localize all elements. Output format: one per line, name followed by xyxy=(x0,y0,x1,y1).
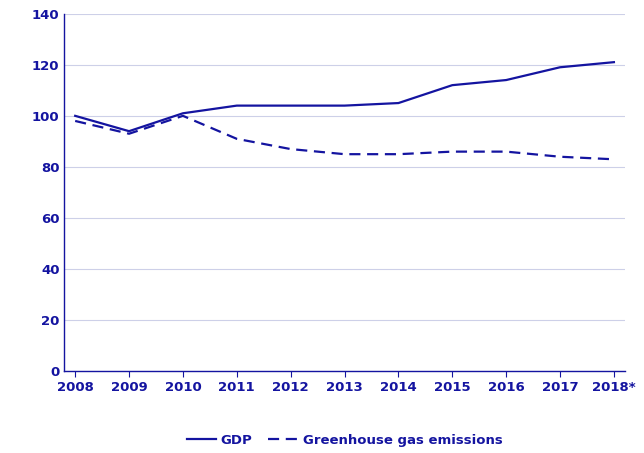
GDP xyxy=(287,103,294,108)
Greenhouse gas emissions xyxy=(179,113,187,119)
Greenhouse gas emissions xyxy=(610,157,618,162)
Line: Greenhouse gas emissions: Greenhouse gas emissions xyxy=(75,116,614,159)
GDP xyxy=(448,82,456,88)
GDP xyxy=(556,65,564,70)
GDP xyxy=(341,103,348,108)
GDP xyxy=(233,103,241,108)
Line: GDP: GDP xyxy=(75,62,614,131)
Legend: GDP, Greenhouse gas emissions: GDP, Greenhouse gas emissions xyxy=(182,428,507,452)
GDP xyxy=(125,129,133,134)
GDP xyxy=(71,113,79,119)
Greenhouse gas emissions xyxy=(556,154,564,159)
Greenhouse gas emissions xyxy=(341,151,348,157)
GDP xyxy=(610,59,618,65)
GDP xyxy=(179,111,187,116)
Greenhouse gas emissions xyxy=(125,131,133,136)
Greenhouse gas emissions xyxy=(395,151,402,157)
Greenhouse gas emissions xyxy=(502,149,510,154)
GDP xyxy=(395,101,402,106)
Greenhouse gas emissions xyxy=(448,149,456,154)
GDP xyxy=(502,77,510,83)
Greenhouse gas emissions xyxy=(233,136,241,142)
Greenhouse gas emissions xyxy=(287,146,294,152)
Greenhouse gas emissions xyxy=(71,118,79,124)
